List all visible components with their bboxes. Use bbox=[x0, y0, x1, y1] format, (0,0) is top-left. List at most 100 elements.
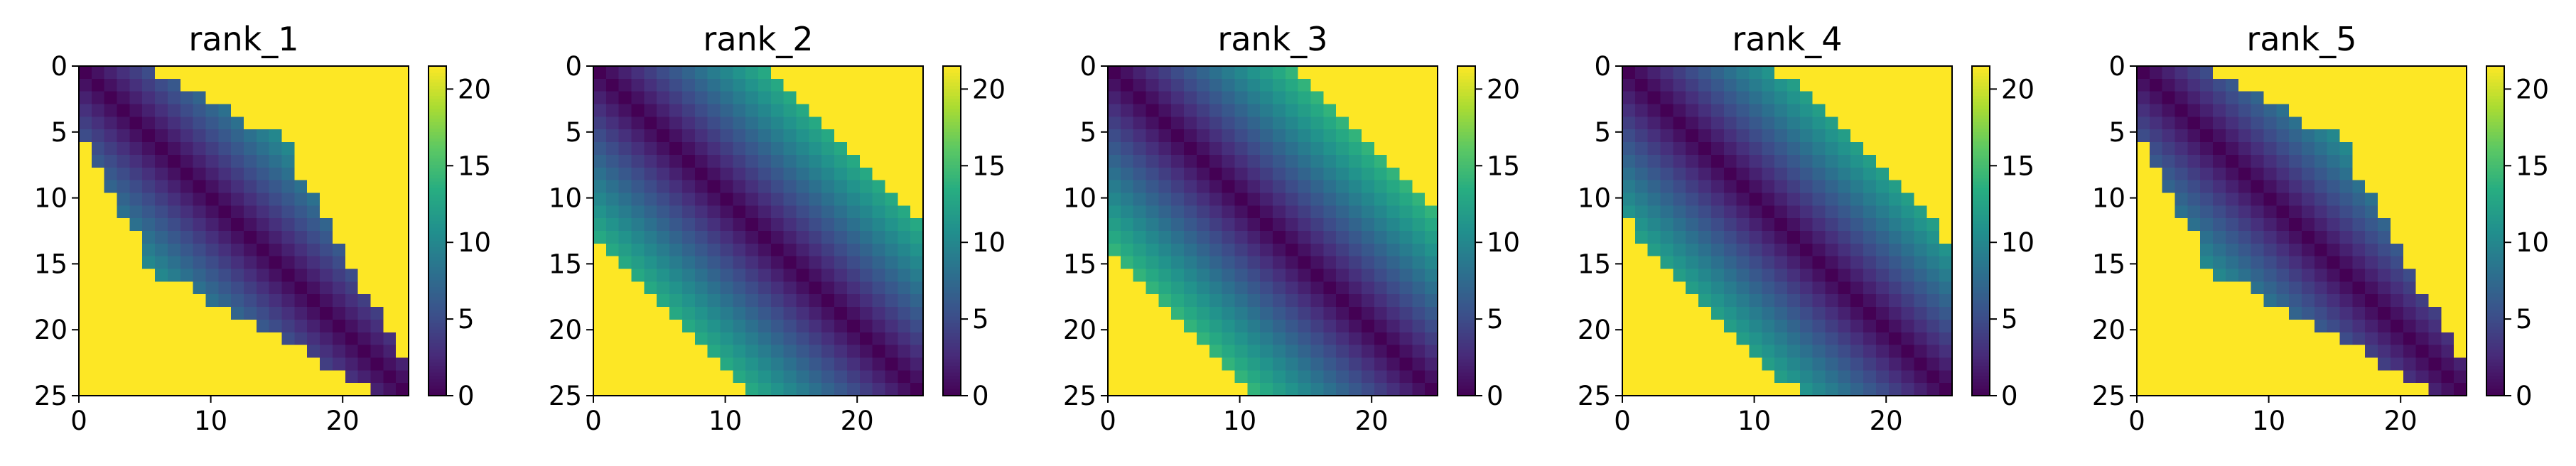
heatmap-cell bbox=[383, 167, 397, 181]
heatmap-cell bbox=[618, 294, 632, 308]
heatmap-cell bbox=[193, 142, 207, 156]
heatmap-cell bbox=[357, 256, 372, 270]
heatmap-cell bbox=[910, 129, 924, 143]
heatmap-cell bbox=[2149, 218, 2163, 232]
heatmap-cell bbox=[1146, 180, 1159, 194]
heatmap-cell bbox=[694, 66, 708, 80]
heatmap-cell bbox=[2314, 294, 2328, 308]
heatmap-cell bbox=[1622, 116, 1636, 130]
heatmap-cell bbox=[1723, 193, 1737, 206]
heatmap-cell bbox=[155, 78, 168, 92]
colorbar-segment bbox=[2486, 141, 2504, 146]
heatmap-cell bbox=[1749, 205, 1762, 219]
heatmap-cell bbox=[1336, 231, 1349, 244]
heatmap-cell bbox=[2339, 78, 2353, 92]
colorbar-segment bbox=[943, 221, 961, 225]
heatmap-cell bbox=[2263, 193, 2277, 206]
heatmap-cell bbox=[79, 142, 92, 156]
heatmap-cell bbox=[745, 294, 759, 308]
y-tick-label: 0 bbox=[50, 51, 68, 82]
heatmap-cell bbox=[1736, 78, 1750, 92]
colorbar-segment bbox=[2486, 300, 2504, 304]
colorbar-segment bbox=[429, 316, 446, 320]
colorbar-segment bbox=[1457, 336, 1475, 340]
heatmap-cell bbox=[593, 180, 607, 194]
heatmap-cell bbox=[859, 91, 873, 105]
colorbar-segment bbox=[2486, 112, 2504, 116]
heatmap-cell bbox=[605, 78, 620, 92]
heatmap-cell bbox=[1723, 307, 1737, 320]
heatmap-cell bbox=[1774, 332, 1788, 346]
heatmap-cell bbox=[1133, 129, 1147, 143]
heatmap-cell bbox=[2428, 269, 2442, 282]
heatmap-cell bbox=[294, 66, 308, 80]
heatmap-cell bbox=[332, 383, 346, 396]
heatmap-cell bbox=[205, 345, 219, 359]
heatmap-cell bbox=[1196, 180, 1210, 194]
heatmap-cell bbox=[1888, 180, 1902, 194]
colorbar-segment bbox=[1972, 92, 1990, 97]
heatmap-cell bbox=[1686, 319, 1699, 333]
heatmap-cell bbox=[2162, 154, 2176, 168]
heatmap-cell bbox=[1875, 319, 1890, 333]
heatmap-cell bbox=[1386, 383, 1401, 396]
heatmap-cell bbox=[1310, 256, 1324, 270]
heatmap-cell bbox=[669, 205, 683, 219]
heatmap-cell bbox=[1622, 243, 1636, 257]
heatmap-cell bbox=[1323, 180, 1337, 194]
heatmap-cell bbox=[231, 91, 244, 105]
heatmap-cell bbox=[332, 256, 346, 270]
heatmap-cell bbox=[307, 91, 320, 105]
heatmap-cell bbox=[269, 307, 283, 320]
heatmap-cell bbox=[1774, 218, 1788, 232]
heatmap-cell bbox=[2174, 332, 2188, 346]
colorbar-segment bbox=[943, 286, 961, 291]
heatmap-cell bbox=[2174, 345, 2188, 359]
heatmap-cell bbox=[370, 370, 384, 384]
heatmap-cell bbox=[1260, 243, 1273, 257]
colorbar-segment bbox=[943, 283, 961, 288]
heatmap-cell bbox=[1209, 205, 1223, 219]
heatmap-cell bbox=[2390, 78, 2404, 92]
colorbar-segment bbox=[943, 151, 961, 156]
heatmap-cell bbox=[846, 104, 861, 117]
heatmap-cell bbox=[796, 231, 809, 244]
heatmap-cell bbox=[745, 345, 759, 359]
heatmap-cell bbox=[733, 154, 746, 168]
heatmap-cell bbox=[2390, 142, 2404, 156]
heatmap-cell bbox=[1926, 142, 1940, 156]
heatmap-cell bbox=[898, 129, 911, 143]
heatmap-cell bbox=[1710, 281, 1725, 295]
colorbar-segment bbox=[1457, 85, 1475, 90]
heatmap-cell bbox=[1310, 142, 1324, 156]
heatmap-cell bbox=[2162, 104, 2176, 117]
heatmap-cell bbox=[2174, 319, 2188, 333]
heatmap-cell bbox=[1374, 294, 1388, 308]
heatmap-cell bbox=[2238, 243, 2252, 257]
heatmap-cell bbox=[269, 281, 283, 295]
heatmap-cell bbox=[1762, 91, 1775, 105]
heatmap-cell bbox=[846, 256, 861, 270]
heatmap-cell bbox=[834, 281, 848, 295]
heatmap-cell bbox=[2149, 243, 2163, 257]
heatmap-cell bbox=[2365, 294, 2378, 308]
heatmap-cell bbox=[231, 332, 244, 346]
heatmap-cell bbox=[269, 142, 283, 156]
heatmap-cell bbox=[281, 205, 295, 219]
heatmap-cell bbox=[218, 243, 232, 257]
heatmap-cell bbox=[307, 116, 320, 130]
colorbar-segment bbox=[1972, 185, 1990, 189]
heatmap-cell bbox=[2390, 167, 2404, 181]
heatmap-cell bbox=[1825, 357, 1838, 371]
heatmap-cell bbox=[2441, 154, 2454, 168]
heatmap-cell bbox=[733, 193, 746, 206]
heatmap-cell bbox=[129, 243, 143, 257]
heatmap-cell bbox=[593, 383, 607, 396]
heatmap-cell bbox=[2314, 167, 2328, 181]
heatmap-cell bbox=[1634, 91, 1649, 105]
heatmap-cell bbox=[1686, 231, 1699, 244]
heatmap-cell bbox=[720, 193, 733, 206]
heatmap-cell bbox=[2390, 269, 2404, 282]
heatmap-cell bbox=[1622, 218, 1636, 232]
heatmap-cell bbox=[180, 269, 194, 282]
